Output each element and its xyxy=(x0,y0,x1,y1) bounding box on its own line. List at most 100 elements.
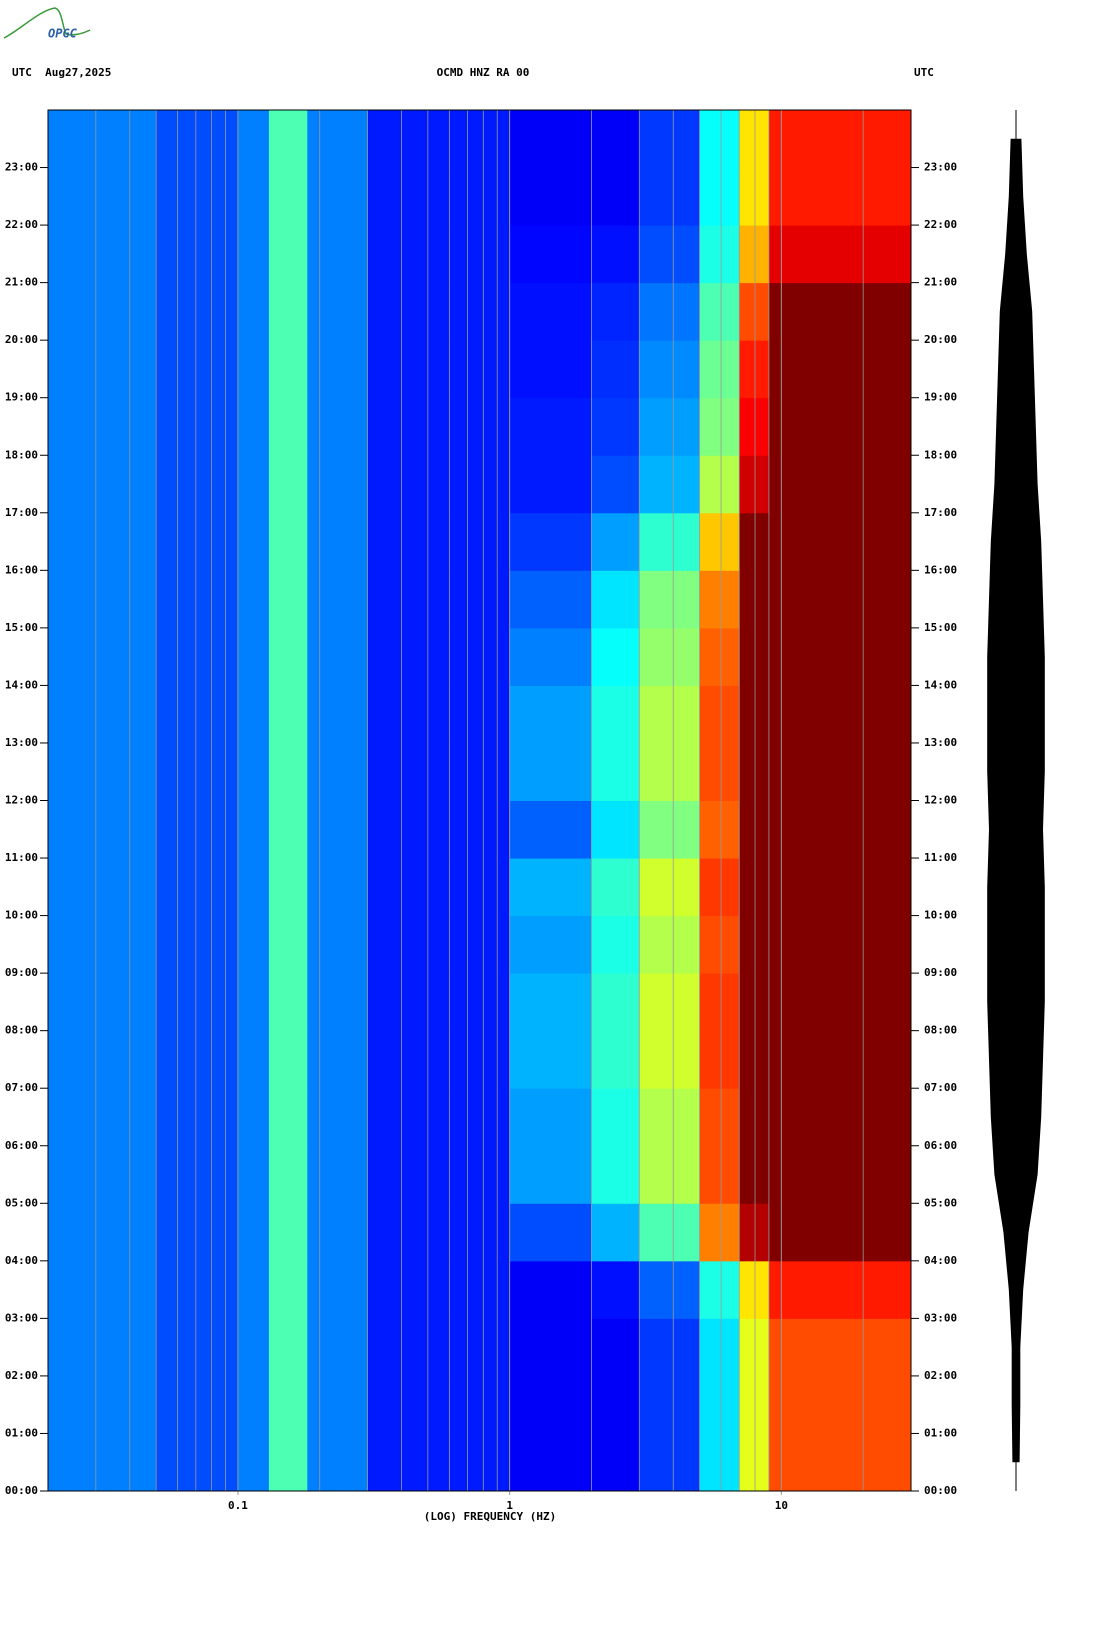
heatmap-cell xyxy=(509,340,592,399)
x-axis-label: (LOG) FREQUENCY (HZ) xyxy=(424,1510,556,1523)
y-tick-label: 18:00 xyxy=(5,448,38,461)
heatmap-cell xyxy=(768,110,912,169)
heatmap-cell xyxy=(307,512,369,571)
y-tick-label: 21:00 xyxy=(924,276,957,289)
y-tick-label: 13:00 xyxy=(924,736,957,749)
heatmap-cell xyxy=(509,1203,592,1262)
heatmap-cell xyxy=(639,512,701,571)
heatmap-cell xyxy=(268,282,308,341)
heatmap-cell xyxy=(509,1030,592,1089)
y-tick-label: 23:00 xyxy=(5,161,38,174)
heatmap-cell xyxy=(307,1260,369,1319)
y-tick-label: 11:00 xyxy=(924,851,957,864)
heatmap-cell xyxy=(739,570,770,629)
heatmap-cell xyxy=(307,1203,369,1262)
heatmap-cell xyxy=(639,282,701,341)
heatmap-cell xyxy=(699,1088,740,1147)
heatmap-cell xyxy=(768,742,912,801)
heatmap-cell xyxy=(48,1375,157,1434)
heatmap-cell xyxy=(237,1088,270,1147)
heatmap-cell xyxy=(639,685,701,744)
heatmap-cell xyxy=(268,627,308,686)
y-tick-label: 22:00 xyxy=(5,218,38,231)
heatmap-cell xyxy=(237,455,270,514)
heatmap-cell xyxy=(509,685,592,744)
heatmap-cell xyxy=(367,512,511,571)
y-tick-label: 18:00 xyxy=(924,448,957,461)
heatmap-cell xyxy=(639,455,701,514)
heatmap-cell xyxy=(307,282,369,341)
heatmap-cell xyxy=(268,1088,308,1147)
heatmap-cell xyxy=(48,1145,157,1204)
heatmap-cell xyxy=(699,512,740,571)
heatmap-cell xyxy=(768,1433,912,1492)
heatmap-cell xyxy=(268,570,308,629)
heatmap-cell xyxy=(237,1375,270,1434)
heatmap-cell xyxy=(367,973,511,1032)
heatmap-cell xyxy=(739,225,770,284)
heatmap-cell xyxy=(48,455,157,514)
heatmap-cell xyxy=(237,225,270,284)
heatmap-cell xyxy=(367,110,511,169)
heatmap-cell xyxy=(739,1145,770,1204)
heatmap-cell xyxy=(268,1433,308,1492)
y-tick-label: 03:00 xyxy=(924,1311,957,1324)
heatmap-cell xyxy=(156,1145,239,1204)
heatmap-cell xyxy=(307,858,369,917)
heatmap-cell xyxy=(48,225,157,284)
heatmap-cell xyxy=(237,1433,270,1492)
heatmap-cell xyxy=(48,915,157,974)
heatmap-cell xyxy=(699,1030,740,1089)
heatmap-cell xyxy=(768,858,912,917)
heatmap-cell xyxy=(591,512,640,571)
logo: OPGC xyxy=(48,27,78,41)
y-tick-label: 12:00 xyxy=(5,794,38,807)
y-tick-label: 14:00 xyxy=(924,678,957,691)
heatmap-cell xyxy=(591,1433,640,1492)
y-tick-label: 19:00 xyxy=(5,391,38,404)
heatmap-cell xyxy=(367,1318,511,1377)
heatmap-cell xyxy=(591,858,640,917)
heatmap-cell xyxy=(367,800,511,859)
y-tick-label: 10:00 xyxy=(924,909,957,922)
heatmap-cell xyxy=(739,340,770,399)
heatmap-cell xyxy=(699,225,740,284)
heatmap-cell xyxy=(307,110,369,169)
heatmap-cell xyxy=(739,685,770,744)
heatmap-cell xyxy=(739,915,770,974)
heatmap-cell xyxy=(156,512,239,571)
heatmap-cell xyxy=(699,800,740,859)
heatmap-cell xyxy=(699,1375,740,1434)
heatmap-cell xyxy=(768,1145,912,1204)
heatmap-cell xyxy=(639,1145,701,1204)
heatmap-cell xyxy=(639,800,701,859)
heatmap-cell xyxy=(237,340,270,399)
heatmap-cell xyxy=(639,915,701,974)
heatmap-cell xyxy=(268,110,308,169)
heatmap-cell xyxy=(699,570,740,629)
heatmap-cell xyxy=(509,110,592,169)
heatmap-cell xyxy=(237,1145,270,1204)
heatmap-cell xyxy=(156,455,239,514)
heatmap-cell xyxy=(639,1318,701,1377)
heatmap-cell xyxy=(509,397,592,456)
heatmap-cell xyxy=(739,397,770,456)
heatmap-cell xyxy=(268,915,308,974)
heatmap-cell xyxy=(268,455,308,514)
heatmap-cell xyxy=(48,397,157,456)
heatmap-cell xyxy=(699,110,740,169)
heatmap-cell xyxy=(156,1433,239,1492)
heatmap-cell xyxy=(367,1375,511,1434)
heatmap-cell xyxy=(237,1260,270,1319)
heatmap-cell xyxy=(768,1203,912,1262)
heatmap-cell xyxy=(509,1088,592,1147)
heatmap-cell xyxy=(367,742,511,801)
heatmap-cell xyxy=(509,1433,592,1492)
heatmap-cell xyxy=(768,685,912,744)
y-tick-label: 03:00 xyxy=(5,1311,38,1324)
heatmap-cell xyxy=(768,1318,912,1377)
y-tick-label: 00:00 xyxy=(924,1484,957,1497)
heatmap-cell xyxy=(307,915,369,974)
heatmap-cell xyxy=(48,340,157,399)
